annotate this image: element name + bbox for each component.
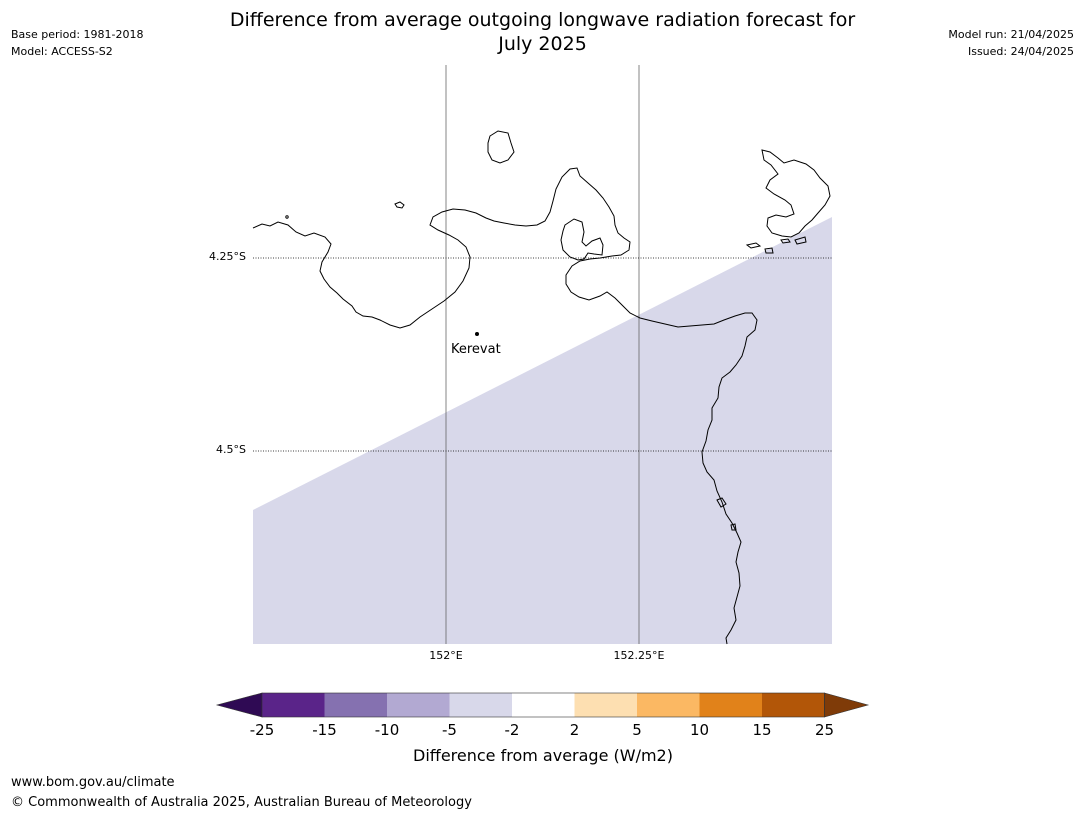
islet-east-e <box>716 497 727 508</box>
meta-right: Model run: 21/04/2025 Issued: 24/04/2025 <box>948 26 1074 60</box>
islet-east-c <box>780 238 791 244</box>
place-label-kerevat: Kerevat <box>451 342 501 357</box>
islet-west <box>394 201 405 209</box>
lon-label-152: 152°E <box>429 649 463 662</box>
model-run-text: Model run: 21/04/2025 <box>948 28 1074 41</box>
islet-east-b <box>764 247 774 254</box>
colorbar-tick: 2 <box>569 721 580 739</box>
issued-text: Issued: 24/04/2025 <box>967 45 1074 58</box>
colorbar-bin <box>762 693 825 717</box>
colorbar-under-arrow <box>215 692 263 718</box>
island-east-group <box>761 149 831 238</box>
footer-url: www.bom.gov.au/climate <box>11 775 175 790</box>
colorbar-tick: 10 <box>689 721 710 739</box>
colorbar-bin <box>699 693 762 717</box>
colorbar-tick: -2 <box>504 721 520 739</box>
colorbar-tick: -15 <box>312 721 337 739</box>
colorbar-tick: -5 <box>442 721 457 739</box>
colorbar-label: Difference from average (W/m2) <box>413 746 673 765</box>
colorbar-bin <box>574 693 637 717</box>
colorbar <box>215 692 870 718</box>
coast-west-peninsula <box>252 167 758 645</box>
title-line-2: July 2025 <box>498 33 587 55</box>
colorbar-tick: 15 <box>752 721 772 739</box>
base-period-text: Base period: 1981-2018 <box>11 28 144 41</box>
coast-inner-bay <box>560 218 604 261</box>
colorbar-bin <box>449 693 512 717</box>
title-line-1: Difference from average outgoing longwav… <box>229 9 856 31</box>
colorbar-bin <box>387 693 450 717</box>
colorbar-bin <box>637 693 700 717</box>
colorbar-outline <box>261 692 825 718</box>
kerevat-marker <box>475 332 479 336</box>
islet-east-a <box>745 242 762 249</box>
colorbar-tick: 25 <box>814 721 835 739</box>
lon-label-152-25: 152.25°E <box>613 649 665 662</box>
anomaly-region <box>253 217 832 644</box>
model-name-text: Model: ACCESS-S2 <box>11 45 113 58</box>
islet-east-d <box>794 236 807 245</box>
colorbar-tick: -10 <box>374 721 400 739</box>
coastline <box>252 130 831 645</box>
island-north <box>487 130 515 164</box>
colorbar-tick: -25 <box>249 721 275 739</box>
islet-dot <box>285 215 289 219</box>
colorbar-bin <box>512 693 575 717</box>
lat-label-4-5: 4.5°S <box>216 443 246 456</box>
colorbar-bin <box>324 693 387 717</box>
islet-east-f <box>730 523 737 531</box>
colorbar-over-arrow <box>824 692 870 718</box>
lat-label-4-25: 4.25°S <box>209 250 246 263</box>
colorbar-tick: 5 <box>632 721 642 739</box>
footer-copyright: © Commonwealth of Australia 2025, Austra… <box>11 795 472 810</box>
meta-left: Base period: 1981-2018 Model: ACCESS-S2 <box>11 26 143 60</box>
colorbar-bin <box>262 693 325 717</box>
map-title: Difference from average outgoing longwav… <box>180 8 905 56</box>
